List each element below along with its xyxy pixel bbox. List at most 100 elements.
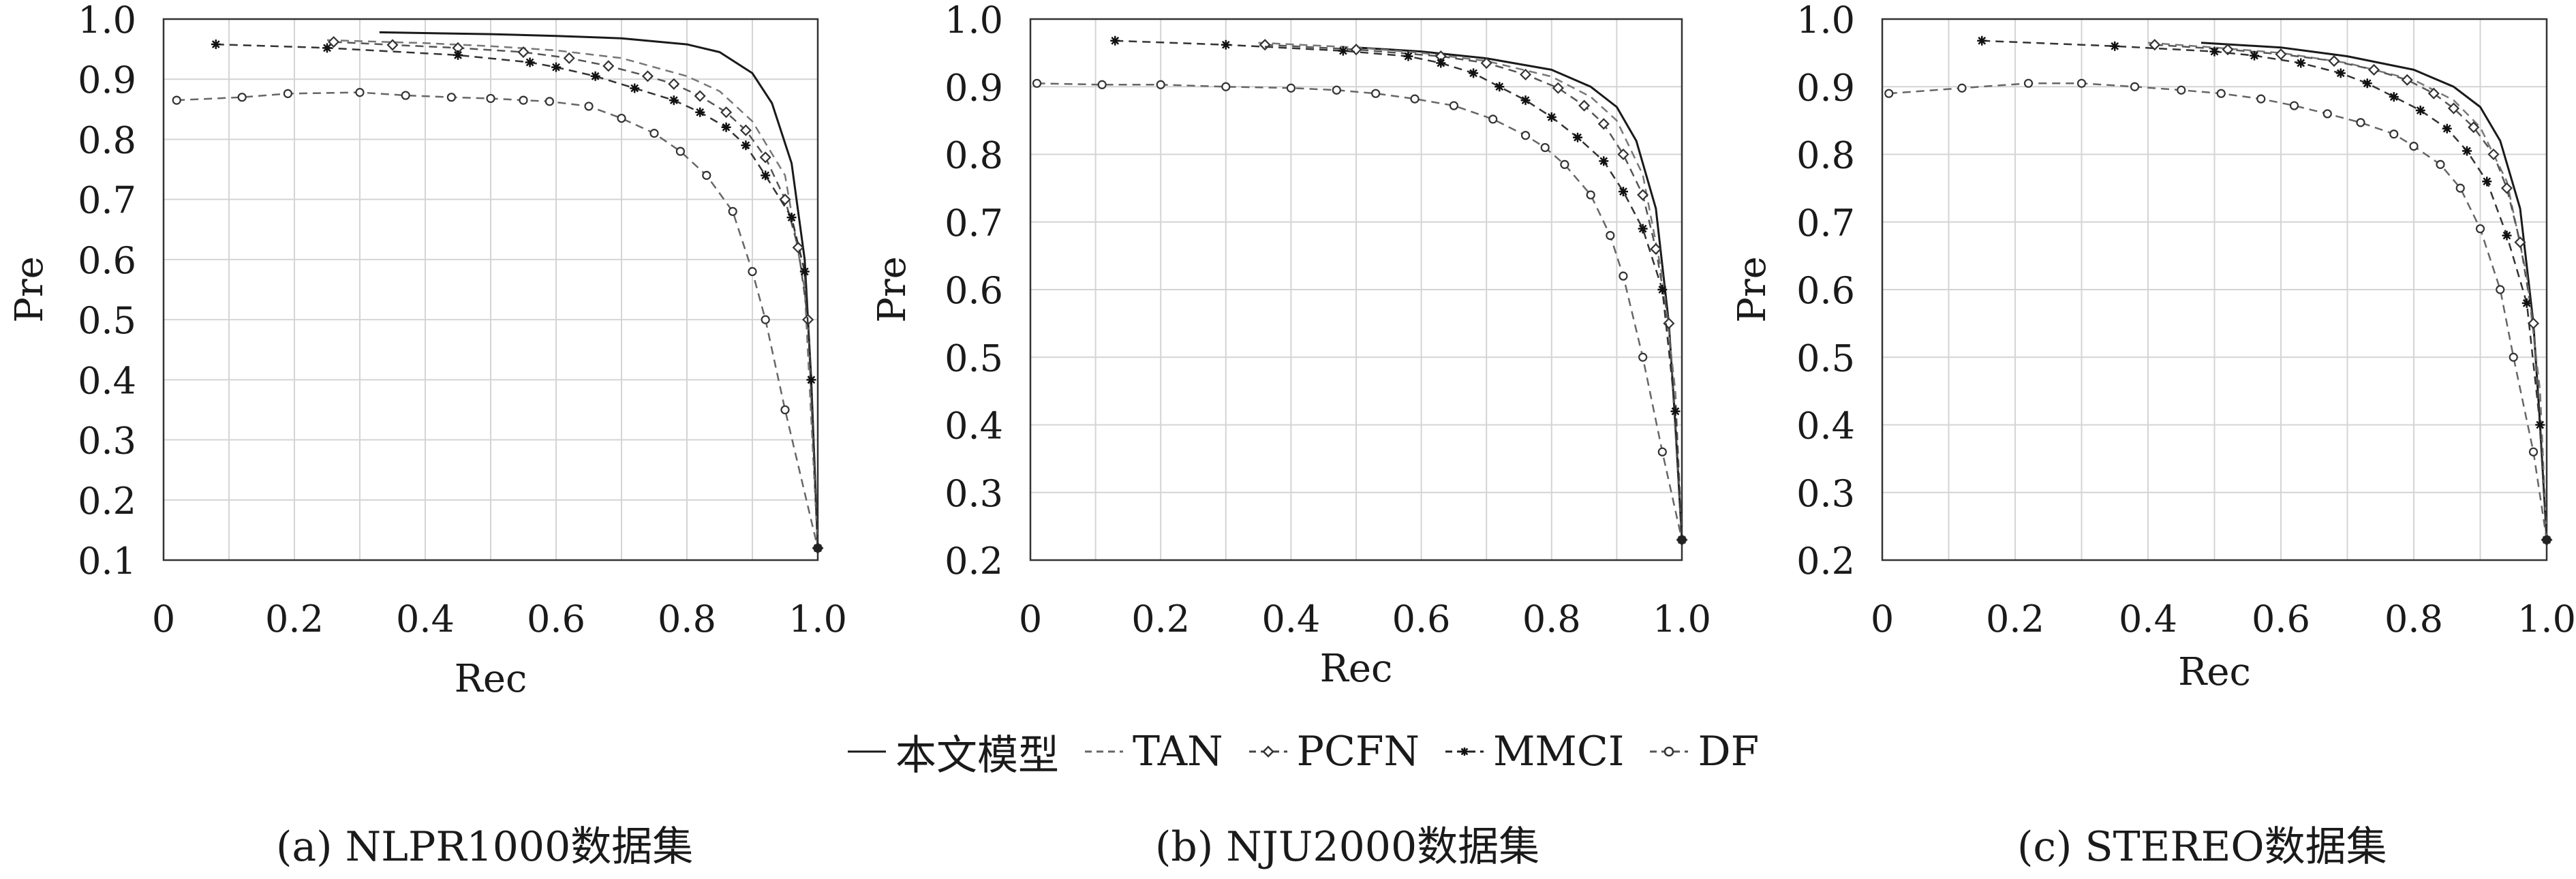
plot-area [1029,18,1683,561]
series-3 [1977,35,2551,545]
data-point [1540,142,1550,153]
x-tick-label: 1.0 [2517,598,2576,641]
data-point [517,46,530,59]
data-point [2475,224,2485,234]
data-point [2409,141,2419,151]
data-point [1618,187,1628,197]
data-point [1520,95,1531,106]
y-tick-label: 0.6 [945,269,1003,312]
data-point [814,544,822,553]
data-point [1488,114,1498,124]
data-point [1678,536,1686,544]
data-point [1520,131,1531,140]
data-point [792,241,804,253]
data-point [1449,101,1458,110]
series-1 [326,39,819,549]
data-point [786,213,797,223]
data-point [2482,176,2492,187]
data-point [748,266,757,277]
data-point [702,170,711,180]
data-point [2256,94,2266,104]
series-0 [1355,46,1683,540]
data-point [2527,318,2540,330]
plot-area [162,18,819,561]
data-point [2328,55,2340,67]
data-point [1560,159,1569,169]
x-tick-label: 0 [1019,598,1042,641]
series-0 [2201,42,2548,540]
data-point [1494,82,1505,92]
legend-swatch-solid [848,750,886,753]
data-point [2521,298,2532,308]
data-point [2110,41,2120,51]
x-tick-label: 0.6 [2252,598,2310,641]
data-point [779,194,791,206]
data-point [486,93,495,104]
legend-label: 本文模型 [895,731,1059,780]
data-point [1884,89,1894,98]
y-tick-label: 0.9 [1796,66,1855,109]
y-tick-label: 0.2 [78,480,136,523]
x-tick-label: 1.0 [1653,598,1711,641]
x-tick-label: 0.4 [2119,598,2177,641]
y-tick-label: 1.0 [945,0,1003,42]
data-point [2455,183,2465,193]
legend-item-tan: TAN [1082,728,1223,775]
y-tick-label: 0.4 [945,405,1003,448]
data-point [720,106,733,119]
legend-label: PCFN [1296,728,1420,775]
data-point [669,95,679,106]
y-tick-label: 0.1 [78,540,136,583]
data-point [1371,89,1381,98]
data-point [2496,285,2505,294]
data-point [694,90,706,102]
data-point [1619,271,1628,281]
x-axis-label: Rec [1320,647,1393,691]
data-point [355,88,365,97]
chart-caption-a: (a) NLPR1000数据集 [276,823,694,871]
y-axis-label: Pre [1730,256,1775,323]
data-point [1410,94,1420,104]
x-tick-label: 0.4 [1261,598,1320,641]
data-point [446,93,457,102]
data-point [2415,105,2425,115]
series-4 [1032,78,1687,544]
legend-swatch-circle [1650,746,1689,757]
data-point [551,62,561,72]
x-tick-label: 0.4 [396,598,455,641]
data-point [1403,51,1413,61]
data-point [1638,352,1648,362]
data-point [453,50,463,60]
data-point [1650,243,1662,256]
data-point [2216,89,2226,98]
data-point [1552,82,1564,94]
legend-swatch-dashed [1085,750,1123,753]
data-point [602,60,615,72]
data-point [1957,83,1967,93]
data-point [675,146,686,156]
data-point [721,122,731,132]
data-point [1032,78,1042,88]
data-point [1617,148,1629,161]
data-point [545,97,555,106]
data-point [1436,58,1446,68]
data-point [1638,223,1648,234]
y-tick-label: 0.4 [1796,405,1855,448]
data-point [806,375,816,385]
data-point [617,113,626,123]
x-tick-label: 0.6 [1392,598,1451,641]
y-tick-label: 0.7 [78,179,136,222]
x-tick-label: 0 [152,598,175,641]
data-point [2296,58,2306,68]
data-point [2250,50,2259,61]
legend-item-df: DF [1647,728,1759,775]
data-point [1597,118,1610,130]
data-point [1546,112,1557,122]
chart-legend: 本文模型 TAN PCFN MMCI DF [845,721,1759,782]
x-tick-label: 0.6 [527,598,585,641]
legend-swatch-star [1445,747,1484,756]
series-line [215,43,819,549]
y-tick-label: 0.5 [945,337,1003,380]
data-point [780,405,790,415]
chart-caption-b: (b) NJU2000数据集 [1155,823,1540,871]
